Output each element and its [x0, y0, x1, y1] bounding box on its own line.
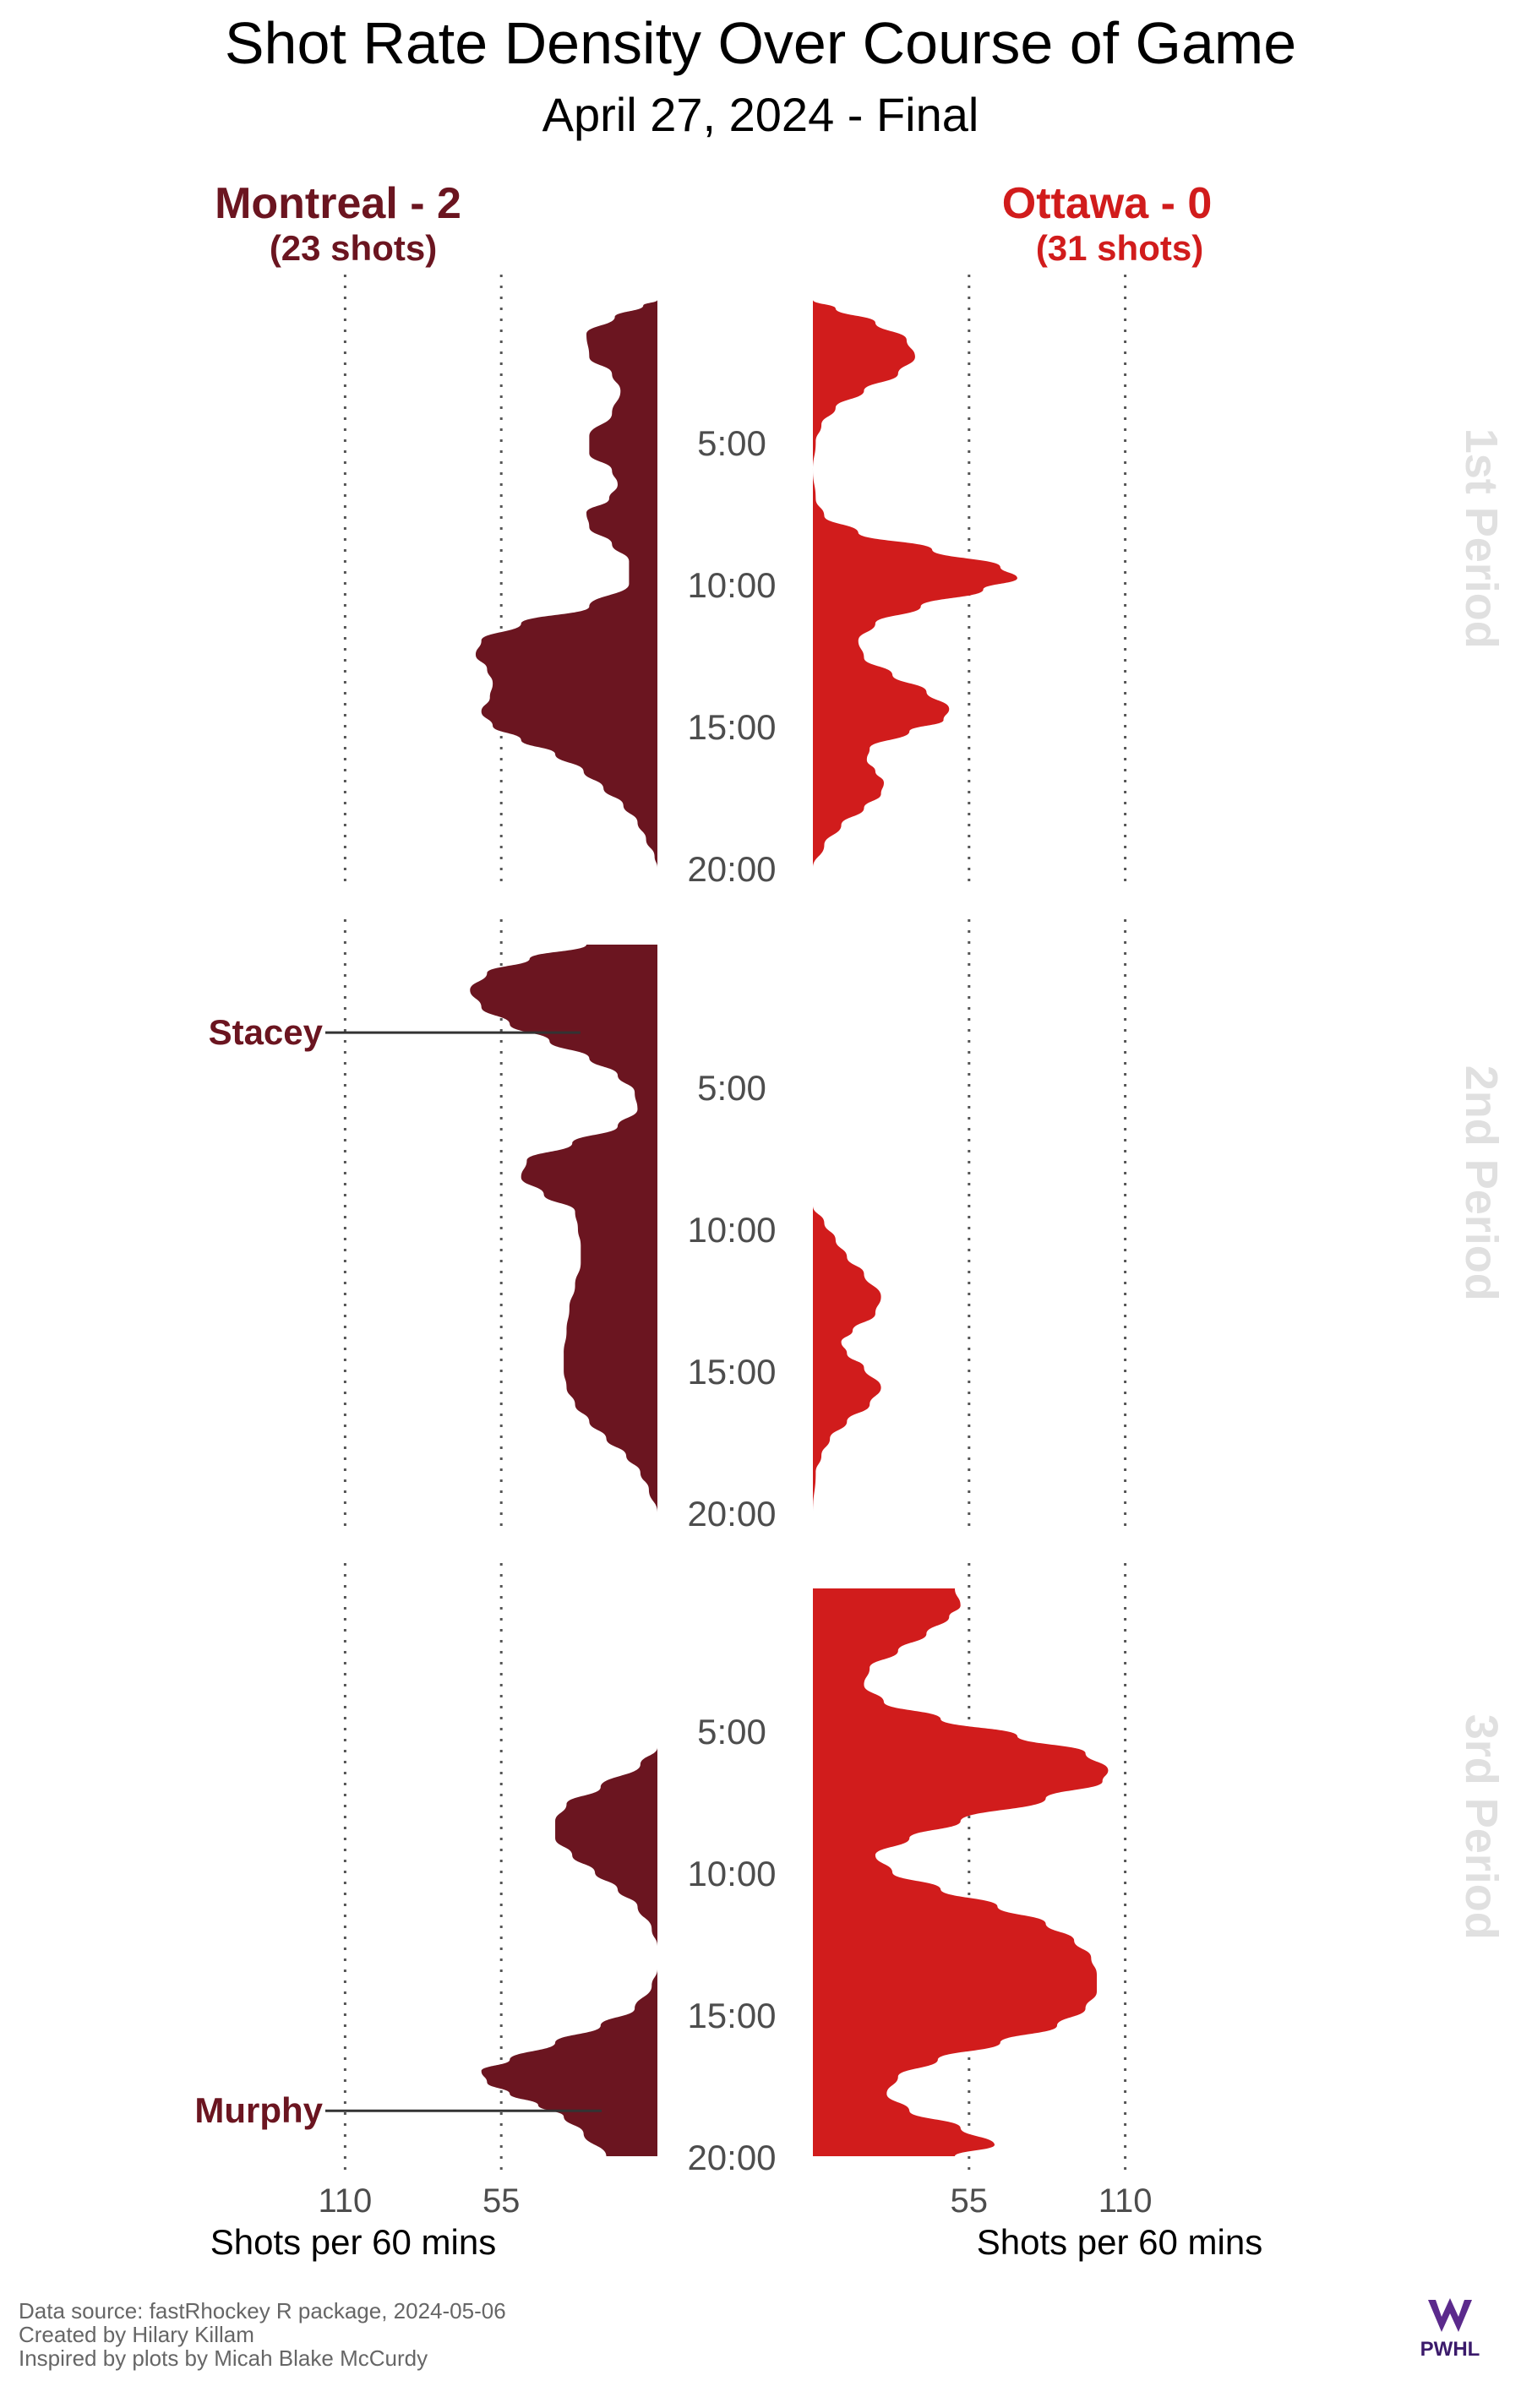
density-area-montreal-p3 — [481, 1588, 657, 2156]
time-tick-p1-1000: 10:00 — [687, 565, 776, 605]
time-tick-p3-1500: 15:00 — [687, 1996, 776, 2035]
time-tick-p1-1500: 15:00 — [687, 707, 776, 747]
density-area-ottawa-p2 — [813, 945, 881, 1512]
chart-subtitle: April 27, 2024 - Final — [542, 88, 979, 141]
density-areas — [470, 300, 1109, 2156]
chart-title: Shot Rate Density Over Course of Game — [225, 10, 1296, 76]
time-tick-p3-500: 5:00 — [697, 1712, 766, 1752]
team-right-name: Ottawa - 0 — [1002, 179, 1213, 228]
period-label-3: 3rd Period — [1456, 1714, 1507, 1940]
time-tick-p1-500: 5:00 — [697, 423, 766, 463]
period-labels: 1st Period 2nd Period 3rd Period — [1456, 428, 1507, 1940]
pwhl-logo-text: PWHL — [1420, 2338, 1480, 2361]
pwhl-logo: PWHL — [1420, 2298, 1480, 2361]
pwhl-logo-mark — [1428, 2298, 1472, 2332]
density-area-ottawa-p3 — [813, 1588, 1109, 2156]
annotation-label-murphy: Murphy — [194, 2090, 323, 2130]
player-annotations: Stacey Murphy — [194, 1012, 602, 2130]
annotation-label-stacey: Stacey — [209, 1012, 324, 1052]
team-right-shots: (31 shots) — [1036, 228, 1203, 268]
x-tick-55-left: 55 — [482, 2182, 521, 2220]
x-tick-110-right: 110 — [1098, 2182, 1153, 2220]
caption-author: Created by Hilary Killam — [19, 2322, 254, 2347]
time-tick-p2-2000: 20:00 — [687, 1494, 776, 1534]
x-tick-55-right: 55 — [951, 2182, 989, 2220]
time-tick-p2-1500: 15:00 — [687, 1352, 776, 1392]
team-left-shots: (23 shots) — [270, 228, 437, 268]
period-label-2: 2nd Period — [1456, 1065, 1507, 1301]
density-area-ottawa-p1 — [813, 300, 1017, 868]
time-tick-p1-2000: 20:00 — [687, 849, 776, 889]
caption-inspiration: Inspired by plots by Micah Blake McCurdy — [19, 2345, 428, 2371]
time-tick-labels: 5:00 10:00 15:00 20:00 5:00 10:00 15:00 20:00 5:… — [687, 423, 776, 2177]
time-tick-p3-2000: 20:00 — [687, 2138, 776, 2177]
time-tick-p2-1000: 10:00 — [687, 1210, 776, 1250]
x-axis-title-right: Shots per 60 mins — [977, 2222, 1263, 2262]
period-label-1: 1st Period — [1456, 428, 1507, 649]
density-area-montreal-p2 — [470, 945, 657, 1512]
density-area-montreal-p1 — [475, 300, 657, 868]
time-tick-p3-1000: 10:00 — [687, 1854, 776, 1893]
team-left-name: Montreal - 2 — [215, 179, 461, 228]
caption-source: Data source: fastRhockey R package, 2024… — [19, 2298, 506, 2324]
x-axis: 110 110 55 55 — [319, 2182, 1153, 2220]
time-tick-p2-500: 5:00 — [697, 1068, 766, 1108]
x-tick-110-left: 110 — [319, 2182, 373, 2220]
x-axis-title-left: Shots per 60 mins — [210, 2222, 497, 2262]
